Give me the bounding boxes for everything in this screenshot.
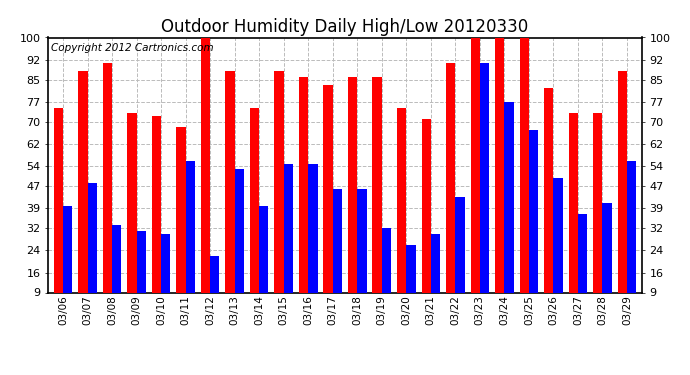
Bar — [152, 116, 161, 318]
Bar — [308, 164, 317, 318]
Bar — [226, 71, 235, 318]
Bar — [382, 228, 391, 318]
Bar — [284, 164, 293, 318]
Bar — [275, 71, 284, 318]
Title: Outdoor Humidity Daily High/Low 20120330: Outdoor Humidity Daily High/Low 20120330 — [161, 18, 529, 36]
Bar — [529, 130, 538, 318]
Bar — [373, 77, 382, 318]
Bar — [504, 102, 513, 318]
Bar — [250, 108, 259, 318]
Bar — [333, 189, 342, 318]
Bar — [553, 178, 563, 318]
Bar — [431, 234, 440, 318]
Bar — [397, 108, 406, 318]
Bar — [63, 206, 72, 318]
Bar — [78, 71, 88, 318]
Bar — [54, 108, 63, 318]
Bar — [406, 245, 415, 318]
Bar — [520, 38, 529, 318]
Bar — [112, 225, 121, 318]
Bar — [627, 161, 636, 318]
Bar — [455, 197, 464, 318]
Bar — [544, 88, 553, 318]
Bar — [578, 214, 587, 318]
Bar — [88, 183, 97, 318]
Bar — [127, 113, 137, 318]
Bar — [422, 119, 431, 318]
Bar — [324, 85, 333, 318]
Bar — [186, 161, 195, 318]
Bar — [471, 38, 480, 318]
Bar — [357, 189, 366, 318]
Bar — [201, 38, 210, 318]
Bar — [569, 113, 578, 318]
Bar — [480, 63, 489, 318]
Bar — [137, 231, 146, 318]
Bar — [618, 71, 627, 318]
Bar — [259, 206, 268, 318]
Bar — [593, 113, 602, 318]
Bar — [210, 256, 219, 318]
Bar — [161, 234, 170, 318]
Bar — [103, 63, 112, 318]
Bar — [299, 77, 308, 318]
Bar — [348, 77, 357, 318]
Bar — [235, 169, 244, 318]
Bar — [495, 38, 504, 318]
Text: Copyright 2012 Cartronics.com: Copyright 2012 Cartronics.com — [51, 43, 214, 52]
Bar — [602, 203, 612, 318]
Bar — [177, 127, 186, 318]
Bar — [446, 63, 455, 318]
